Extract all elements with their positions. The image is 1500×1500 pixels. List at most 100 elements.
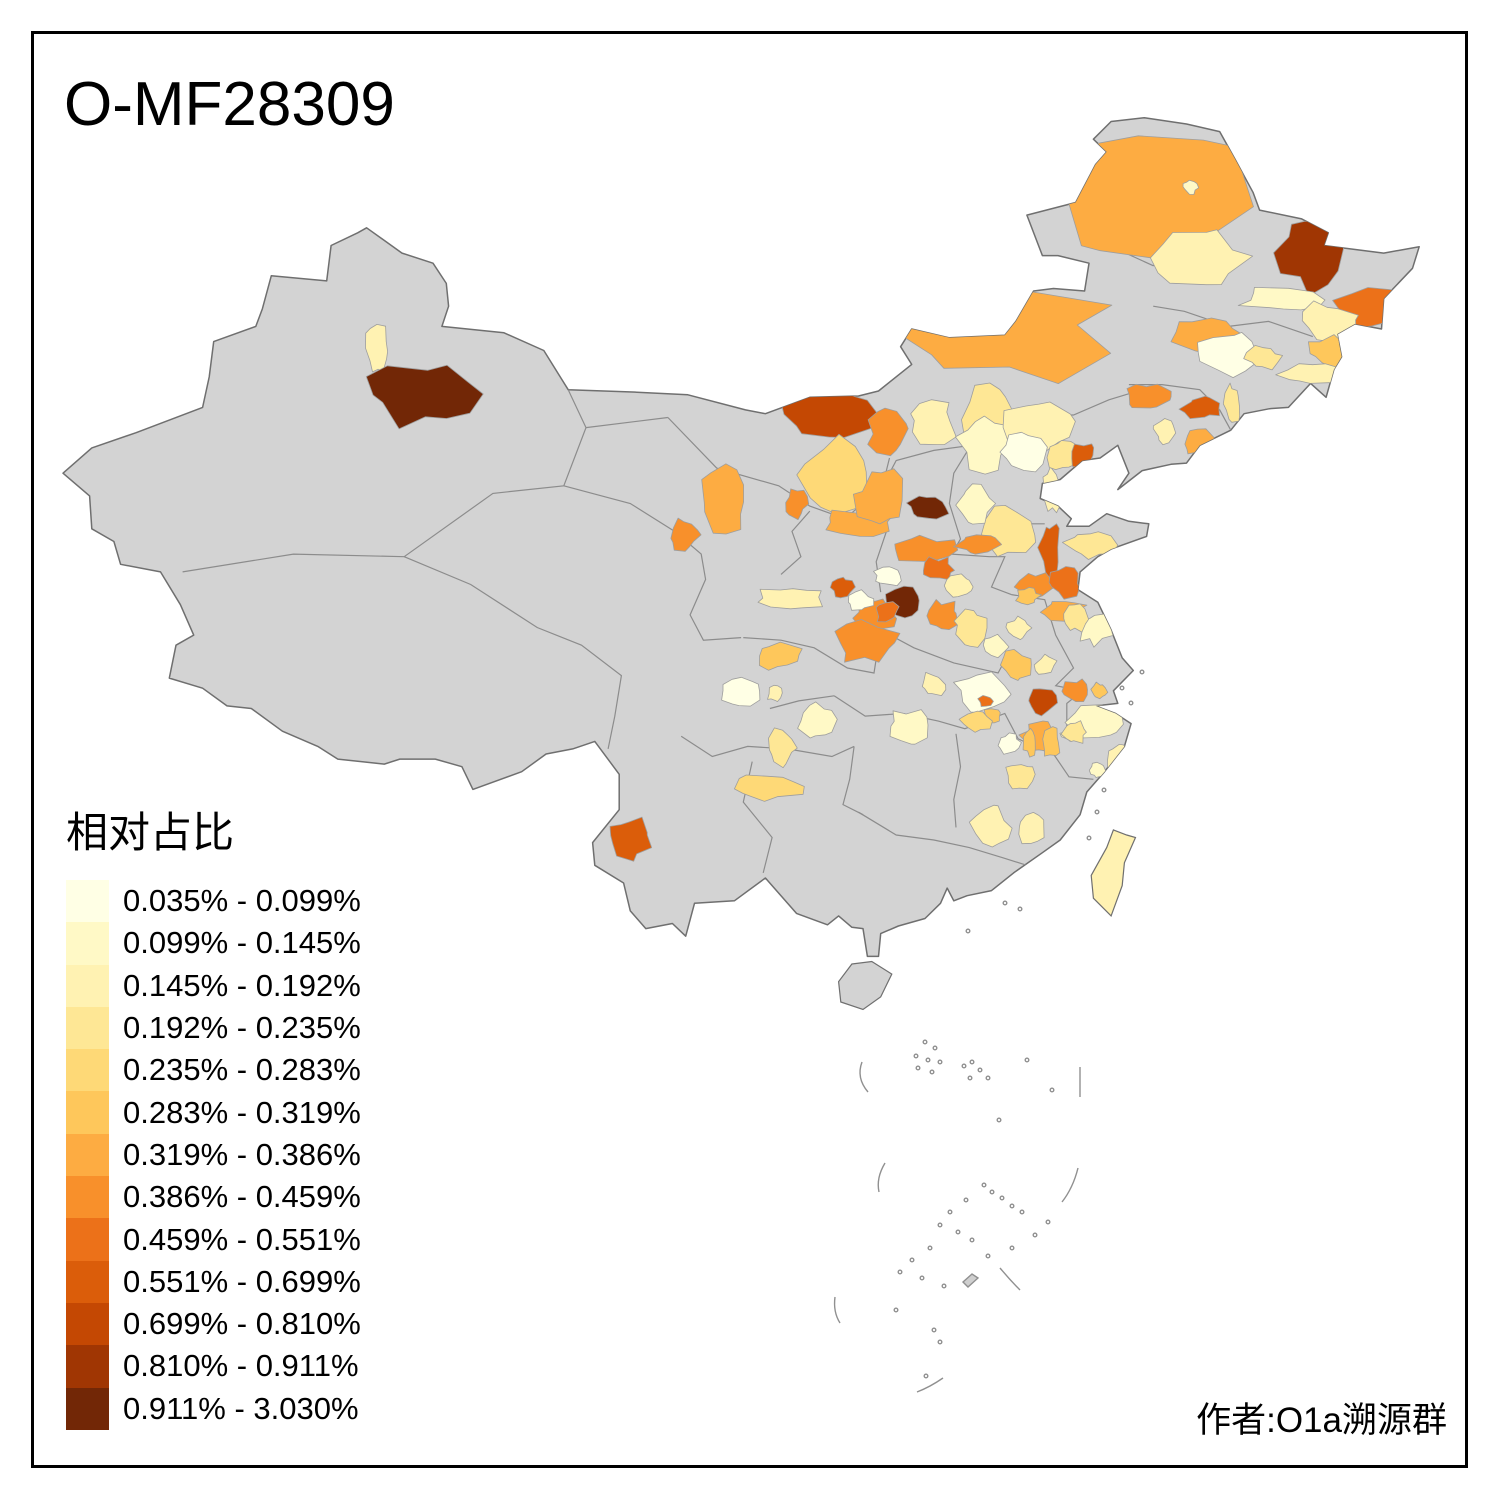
legend-swatch — [66, 880, 109, 923]
hainan-island — [837, 960, 893, 1011]
legend-swatch — [66, 1049, 109, 1092]
legend-swatch — [66, 1133, 109, 1177]
map-region — [875, 601, 900, 623]
map-region — [1197, 332, 1259, 378]
map-region — [906, 495, 950, 520]
map-region — [1048, 566, 1080, 600]
map-region — [1022, 728, 1036, 758]
legend-label: 0.699% - 0.810% — [123, 1306, 361, 1342]
map-region — [797, 701, 838, 739]
legend-swatch — [66, 922, 109, 965]
map-region — [759, 641, 803, 671]
legend-label: 0.099% - 0.145% — [123, 925, 361, 961]
legend-row: 0.551% - 0.699% — [66, 1260, 361, 1303]
legend-label: 0.551% - 0.699% — [123, 1263, 361, 1299]
map-region — [1243, 345, 1283, 371]
map-region — [609, 816, 653, 862]
legend-row: 0.319% - 0.386% — [66, 1133, 361, 1177]
legend-label: 0.386% - 0.459% — [123, 1179, 361, 1215]
map-region — [1028, 688, 1058, 717]
map-region — [910, 399, 957, 445]
legend-swatch — [66, 1260, 109, 1303]
map-region — [1112, 585, 1138, 642]
map-region — [955, 415, 1015, 475]
map-region — [1005, 615, 1033, 640]
legend-row: 0.235% - 0.283% — [66, 1049, 361, 1092]
legend-row: 0.192% - 0.235% — [66, 1006, 361, 1050]
legend-row: 0.035% - 0.099% — [66, 880, 361, 923]
legend-rows: 0.035% - 0.099% 0.099% - 0.145% 0.145% - 0… — [66, 880, 361, 1430]
map-region — [1126, 383, 1172, 409]
map-region — [926, 599, 959, 630]
map-region — [1090, 559, 1122, 581]
map-region — [1178, 395, 1220, 419]
legend-swatch — [66, 1302, 109, 1346]
map-region — [889, 709, 929, 745]
map-region — [1060, 720, 1087, 744]
map-region — [867, 407, 909, 457]
legend-row: 0.810% - 0.911% — [66, 1345, 361, 1388]
map-region — [853, 468, 904, 525]
map-region — [955, 483, 996, 525]
map-region — [953, 671, 1012, 713]
map-region — [1062, 531, 1119, 560]
legend-row: 0.699% - 0.810% — [66, 1302, 361, 1346]
map-region — [829, 576, 856, 599]
south-china-sea-features — [833, 669, 1145, 1393]
map-region — [768, 727, 798, 769]
map-region — [1061, 678, 1088, 702]
map-region — [921, 672, 947, 696]
map-region — [365, 364, 484, 430]
map-region — [958, 710, 993, 733]
legend-label: 0.459% - 0.551% — [123, 1221, 361, 1257]
legend-swatch — [66, 1345, 109, 1388]
map-region — [1150, 229, 1254, 286]
map-region — [1033, 653, 1058, 675]
legend-swatch — [66, 1218, 109, 1261]
legend: 相对占比 0.035% - 0.099% 0.099% - 0.145% 0.145… — [66, 812, 361, 1430]
map-region — [943, 573, 974, 598]
legend-title: 相对占比 — [66, 809, 235, 856]
legend-row: 0.911% - 3.030% — [66, 1387, 361, 1430]
map-region — [1000, 649, 1032, 681]
map-region — [953, 608, 988, 648]
map-region — [1071, 443, 1095, 474]
legend-row: 0.459% - 0.551% — [66, 1218, 361, 1261]
taiwan-island — [1090, 829, 1137, 917]
legend-label: 0.319% - 0.386% — [123, 1136, 361, 1172]
map-region — [1182, 179, 1200, 195]
legend-label: 0.192% - 0.235% — [123, 1010, 361, 1046]
map-region — [848, 589, 875, 611]
map-region — [734, 774, 805, 802]
figure-title: O-MF28309 — [64, 70, 395, 139]
map-region — [997, 732, 1022, 755]
legend-swatch — [66, 1176, 109, 1219]
map-region — [834, 619, 901, 663]
map-region — [721, 676, 761, 707]
map-region — [1063, 603, 1089, 633]
map-region — [785, 488, 810, 520]
legend-row: 0.386% - 0.459% — [66, 1176, 361, 1219]
map-region — [767, 684, 783, 702]
legend-swatch — [66, 964, 109, 1007]
map-region — [982, 633, 1010, 659]
map-region — [999, 431, 1048, 473]
map-region — [1152, 418, 1177, 446]
legend-row: 0.099% - 0.145% — [66, 922, 361, 965]
map-region — [757, 588, 823, 610]
legend-label: 0.145% - 0.192% — [123, 967, 361, 1003]
legend-row: 0.283% - 0.319% — [66, 1091, 361, 1134]
legend-swatch — [66, 1006, 109, 1050]
map-region — [780, 389, 882, 438]
map-region — [1090, 681, 1109, 700]
map-region — [968, 804, 1013, 848]
map-region — [1046, 440, 1078, 470]
map-region — [701, 463, 744, 535]
legend-swatch — [66, 1091, 109, 1134]
map-region — [1237, 287, 1326, 311]
map-region — [953, 534, 1002, 555]
legend-swatch — [66, 1387, 109, 1430]
map-region — [1005, 764, 1036, 790]
